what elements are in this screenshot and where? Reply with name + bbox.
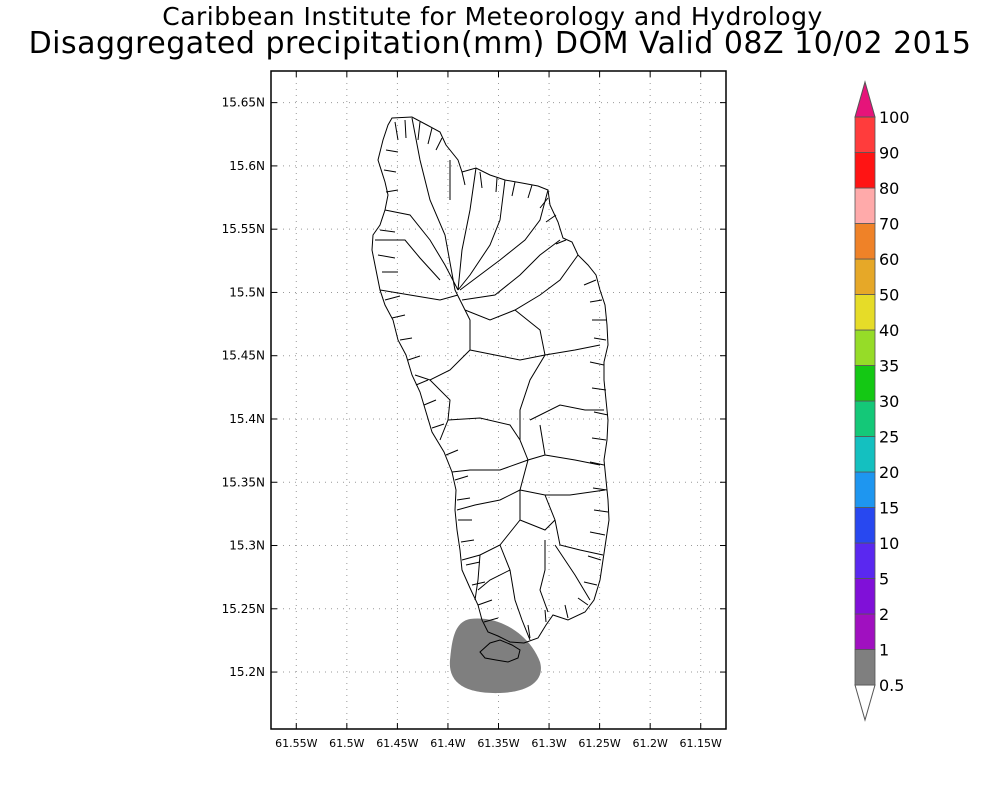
- lat-label: 15.2N: [229, 665, 265, 679]
- lon-label: 61.2W: [632, 737, 667, 750]
- map-ticks: [271, 71, 726, 729]
- institution-title: Caribbean Institute for Meteorology and …: [162, 2, 823, 31]
- legend-label: 35: [879, 357, 899, 376]
- watershed-lines: [375, 117, 606, 641]
- legend-swatch: [854, 187, 876, 224]
- lon-label: 61.15W: [680, 737, 722, 750]
- legend-label: 2: [879, 605, 889, 624]
- legend-label: 10: [879, 534, 899, 553]
- lon-label: 61.45W: [376, 737, 418, 750]
- legend-label: 5: [879, 570, 889, 589]
- lat-label: 15.55N: [222, 222, 265, 236]
- precip-area-shading: [449, 618, 541, 694]
- legend-swatch: [854, 258, 876, 295]
- coastal-streams: [377, 119, 609, 639]
- legend-swatch: [854, 471, 876, 508]
- legend-top-arrow: [854, 80, 876, 118]
- island-south-tip: [479, 639, 521, 663]
- lon-label: 61.4W: [430, 737, 465, 750]
- legend-swatch: [854, 365, 876, 402]
- legend-swatch: [854, 649, 876, 686]
- lat-label: 15.45N: [222, 349, 265, 363]
- latitude-labels: 15.65N 15.6N 15.55N 15.5N 15.45N 15.4N 15.35N 1…: [222, 96, 265, 679]
- legend-label: 100: [879, 108, 910, 127]
- legend-label: 0.5: [879, 676, 904, 695]
- lon-label: 61.25W: [578, 737, 620, 750]
- legend-label: 25: [879, 428, 899, 447]
- lat-label: 15.3N: [229, 539, 265, 553]
- legend-swatch: [854, 400, 876, 437]
- legend-label: 20: [879, 463, 899, 482]
- legend-label: 30: [879, 392, 899, 411]
- lon-label: 61.55W: [275, 737, 317, 750]
- product-title: Disaggregated precipitation(mm) DOM Vali…: [28, 26, 972, 61]
- lon-label: 61.35W: [477, 737, 519, 750]
- lat-label: 15.4N: [229, 412, 265, 426]
- legend-label: 50: [879, 286, 899, 305]
- legend-bottom-arrow: [854, 684, 876, 722]
- lat-label: 15.65N: [222, 96, 265, 110]
- legend-swatch: [854, 152, 876, 189]
- legend-swatch: [854, 507, 876, 544]
- lon-label: 61.3W: [531, 737, 566, 750]
- legend-swatch: [854, 542, 876, 579]
- legend-label: 60: [879, 250, 899, 269]
- legend-swatch: [854, 116, 876, 153]
- legend-swatch: [854, 578, 876, 615]
- legend-label: 40: [879, 321, 899, 340]
- legend-swatch: [854, 436, 876, 473]
- longitude-labels: 61.55W 61.5W 61.45W 61.4W 61.35W 61.3W 61.25W 6…: [275, 737, 722, 750]
- lat-label: 15.5N: [229, 285, 265, 299]
- island-coastline: [371, 116, 610, 644]
- legend-swatch: [854, 294, 876, 331]
- lon-label: 61.5W: [329, 737, 364, 750]
- dominica-island: [371, 116, 610, 663]
- lat-label: 15.35N: [222, 475, 265, 489]
- legend-label: 1: [879, 641, 889, 660]
- legend-label: 80: [879, 179, 899, 198]
- lat-label: 15.25N: [222, 602, 265, 616]
- legend-label: 15: [879, 499, 899, 518]
- legend-swatch: [854, 223, 876, 260]
- legend-label: 70: [879, 215, 899, 234]
- legend-label: 90: [879, 144, 899, 163]
- legend-swatch: [854, 329, 876, 366]
- legend-swatch: [854, 613, 876, 650]
- lat-label: 15.6N: [229, 159, 265, 173]
